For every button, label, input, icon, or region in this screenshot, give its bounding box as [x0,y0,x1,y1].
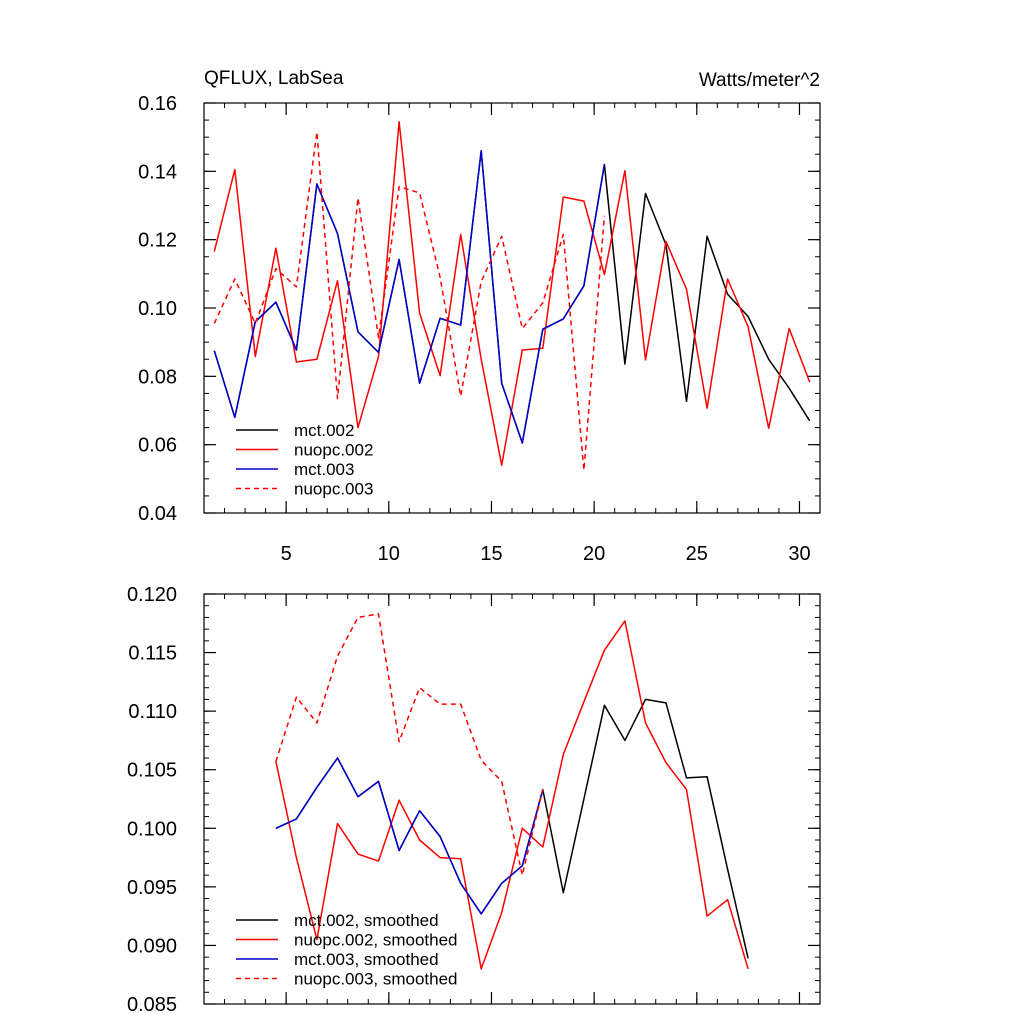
top-y-tick-label: 0.06 [138,435,177,457]
top-panel: QFLUX, LabSea Watts/meter^2 5 10 15 20 25 30 0… [138,68,821,565]
bottom-series-line-mct-003-smoothed [275,757,544,915]
bottom-y-tick-label: 0.100 [127,818,177,840]
bottom-legend-label: mct.003, smoothed [294,950,439,969]
top-y-tick-label: 0.10 [138,298,177,320]
bottom-y-tick-label: 0.115 [128,643,177,665]
bottom-series-line-nuopc-002-smoothed [275,620,749,970]
top-y-tick-label: 0.04 [138,503,177,525]
top-x-tick-label: 25 [686,543,708,565]
top-legend-label: nuopc.003 [294,480,373,499]
bottom-legend-label: nuopc.003, smoothed [294,970,458,989]
bottom-series-line-nuopc-003-smoothed [275,613,544,876]
top-x-tick-label: 15 [480,543,502,565]
top-y-tick-label: 0.14 [138,161,177,183]
top-x-tick-label: 30 [788,543,810,565]
bottom-y-tick-label: 0.095 [127,877,177,899]
top-x-tick-label: 10 [378,543,400,565]
bottom-y-tick-label: 0.120 [127,584,177,606]
top-chart-title: QFLUX, LabSea [204,68,344,89]
top-legend-label: mct.002 [294,421,354,440]
top-legend-label: nuopc.002 [294,441,373,460]
top-series-line-nuopc-003 [213,131,606,472]
top-series-line-mct-003 [213,150,606,444]
bottom-y-tick-label: 0.110 [128,701,177,723]
bottom-y-tick-label: 0.090 [127,935,177,957]
top-y-tick-label: 0.12 [138,230,177,252]
top-y-tick-label: 0.08 [138,366,177,388]
top-x-tick-label: 5 [281,543,292,565]
bottom-legend-label: mct.002, smoothed [294,911,439,930]
top-x-tick-label: 20 [583,543,605,565]
bottom-y-tick-label: 0.085 [127,994,177,1016]
top-y-tick-label: 0.16 [138,93,177,115]
bottom-y-tick-label: 0.105 [127,760,177,782]
bottom-legend-label: nuopc.002, smoothed [294,931,458,950]
top-series-line-nuopc-002 [213,121,811,466]
top-chart-units: Watts/meter^2 [699,70,820,91]
bottom-panel: 0.085 0.090 0.095 0.100 0.105 0.110 0.115 0.120… [127,584,821,1016]
top-legend-label: mct.003 [294,460,354,479]
